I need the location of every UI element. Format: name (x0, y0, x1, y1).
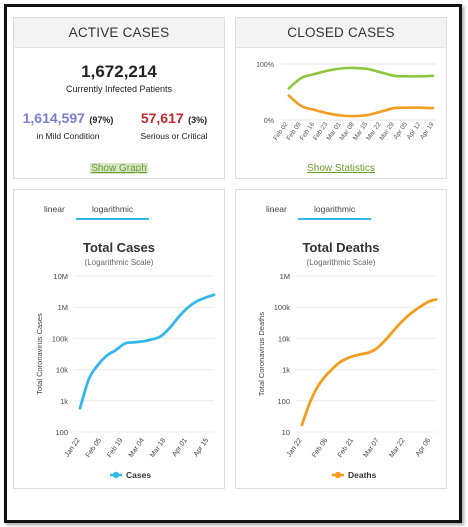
cases-scale-tabs: linear logarithmic (14, 204, 224, 224)
y-axis-label: Total Coronavirus Cases (35, 313, 44, 395)
active-cases-header: ACTIVE CASES (14, 18, 224, 48)
cases-chart-subtitle: (Logarithmic Scale) (84, 258, 154, 267)
x-tick-label: Mar 04 (128, 437, 146, 459)
y-tick-label: 1k (60, 397, 68, 406)
serious-value: 57,617 (140, 110, 184, 126)
y-tick-label: 10k (278, 334, 290, 343)
mild-condition-block: 1,614,597 (97%) in Mild Condition (18, 110, 118, 141)
active-cases-total: 1,672,214 (81, 62, 157, 81)
y-tick-label: 1M (58, 303, 68, 312)
y-tick-label: 10 (282, 428, 290, 437)
x-tick-label: Jan 22 (286, 437, 304, 458)
x-tick-label: Feb 19 (106, 437, 124, 459)
total-deaths-chart: 1M 100k 10k 1k 100 10 Total Coronavirus Deaths… (257, 272, 438, 480)
y-tick-label: 10M (53, 272, 68, 281)
serious-condition-block: 57,617 (3%) Serious or Critical (124, 110, 224, 141)
cases-tab-logarithmic[interactable]: logarithmic (76, 204, 150, 220)
active-cases-panel: ACTIVE CASES 1,672,214 Currently Infecte… (13, 17, 225, 179)
y-tick-label: 100k (52, 334, 69, 343)
x-tick-label: Apr 01 (171, 437, 189, 458)
y-tick-label: 1k (282, 366, 290, 375)
y-tick-label: 100 (277, 397, 290, 406)
y-tick-label: 10k (56, 366, 68, 375)
x-tick-label: Mar 18 (149, 437, 167, 459)
y-tick-label: 100k (274, 303, 291, 312)
mild-pct: (97%) (89, 115, 114, 125)
y-tick-label: 1M (280, 272, 290, 281)
show-statistics-link[interactable]: Show Statistics (307, 163, 375, 174)
cases-tab-linear[interactable]: linear (44, 204, 65, 214)
legend-label: Deaths (348, 470, 377, 480)
deaths-chart-title: Total Deaths (302, 240, 380, 255)
closed-cases-panel: CLOSED CASES 100% 0% Feb 02 Feb 09 Feb 16 Feb… (235, 17, 447, 179)
legend-swatch-dot (112, 471, 120, 479)
closed-x-tick: Apr 19 (419, 121, 436, 141)
deaths-tab-logarithmic[interactable]: logarithmic (298, 204, 372, 220)
total-cases-chart: 10M 1M 100k 10k 1k 100 Total Coronavirus Cases… (35, 272, 216, 480)
series-line (300, 298, 438, 427)
show-graph-link[interactable]: Show Graph (90, 163, 148, 174)
x-tick-label: Jan 22 (64, 437, 82, 458)
total-deaths-panel: linear logarithmic Total Deaths (Logarit… (235, 189, 447, 489)
y-axis-label: Total Coronavirus Deaths (257, 312, 266, 396)
x-tick-label: Feb 21 (337, 437, 355, 459)
deaths-chart-subtitle: (Logarithmic Scale) (306, 258, 376, 267)
x-tick-label: Mar 22 (388, 437, 406, 459)
x-tick-label: Mar 07 (363, 437, 381, 459)
deaths-scale-tabs: linear logarithmic (236, 204, 446, 224)
mild-label: in Mild Condition (36, 131, 100, 141)
x-tick-label: Feb 06 (311, 437, 329, 459)
x-tick-label: Apr 06 (415, 437, 433, 458)
x-tick-label: Feb 05 (85, 437, 103, 459)
active-cases-total-label: Currently Infected Patients (65, 84, 173, 94)
closed-y-tick: 100% (256, 62, 274, 69)
y-tick-label: 100 (55, 428, 68, 437)
stats-window: ACTIVE CASES 1,672,214 Currently Infecte… (4, 4, 462, 523)
cases-chart-title: Total Cases (82, 240, 155, 255)
deaths-tab-linear[interactable]: linear (266, 204, 287, 214)
serious-pct: (3%) (188, 115, 208, 125)
series-line (78, 293, 216, 410)
closed-cases-header: CLOSED CASES (236, 18, 446, 48)
serious-label: Serious or Critical (140, 131, 208, 141)
closed-y-tick: 0% (264, 118, 274, 125)
legend-label: Cases (126, 470, 151, 480)
mild-value: 1,614,597 (22, 110, 85, 126)
legend-swatch-dot (334, 471, 342, 479)
x-tick-label: Apr 15 (193, 437, 211, 458)
closed-series-line (287, 93, 435, 118)
total-cases-panel: linear logarithmic Total Cases (Logarith… (13, 189, 225, 489)
closed-series-line (287, 66, 435, 91)
